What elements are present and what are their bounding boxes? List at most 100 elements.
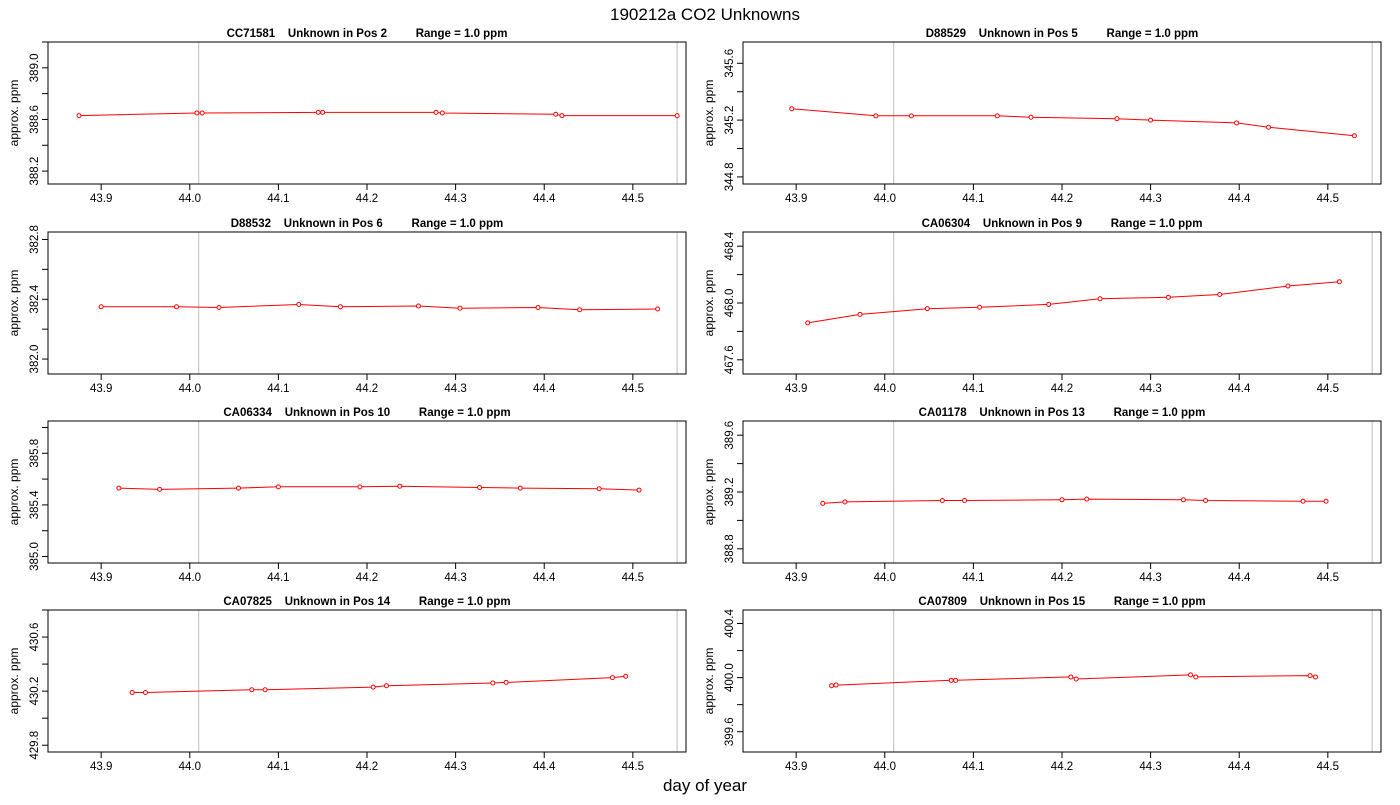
data-point	[199, 110, 205, 116]
y-tick-label: 400.4	[724, 609, 736, 638]
y-tick-label: 385.0	[29, 542, 41, 571]
x-tick-label: 44.0	[874, 383, 896, 395]
data-point	[1203, 498, 1209, 504]
x-tick-label: 44.3	[1139, 761, 1161, 773]
data-point	[1114, 116, 1120, 122]
x-tick-label: 44.3	[444, 193, 466, 205]
data-point	[842, 499, 848, 505]
y-axis-label: approx. ppm	[702, 80, 716, 147]
data-point	[1285, 283, 1291, 289]
x-tick-label: 44.4	[533, 193, 556, 205]
x-tick-label: 44.1	[962, 572, 984, 584]
data-point	[216, 304, 222, 310]
x-tick-label: 44.5	[1317, 193, 1339, 205]
x-tick-label: 44.1	[267, 383, 289, 395]
data-point	[655, 306, 661, 312]
data-point	[1046, 301, 1052, 307]
data-point	[1148, 117, 1154, 123]
data-point	[553, 111, 559, 117]
x-tick-label: 44.4	[533, 383, 556, 395]
x-tick-label: 44.4	[533, 761, 556, 773]
y-tick-label: 467.6	[724, 345, 736, 374]
y-tick-label: 345.6	[724, 49, 736, 78]
series-line	[118, 485, 640, 491]
data-point	[157, 486, 163, 492]
y-axis-label: approx. ppm	[7, 648, 21, 715]
data-point	[236, 485, 242, 491]
x-tick-label: 44.0	[179, 383, 201, 395]
data-point	[320, 109, 326, 115]
x-tick-label: 44.4	[1228, 193, 1251, 205]
x-tick-label: 44.4	[1228, 572, 1251, 584]
data-point	[674, 113, 680, 119]
plot-frame	[742, 609, 1382, 753]
data-point	[1165, 294, 1171, 300]
y-tick-label: 382.0	[29, 345, 41, 374]
panel-3: D88532 Unknown in Pos 6 Range = 1.0 ppm a…	[7, 218, 687, 395]
data-point	[1351, 133, 1357, 139]
data-point	[857, 311, 863, 317]
x-tick-label: 44.3	[1139, 193, 1161, 205]
panel-1: CC71581 Unknown in Pos 2 Range = 1.0 ppm…	[7, 28, 687, 205]
data-point	[1336, 279, 1342, 285]
panel-title: CC71581 Unknown in Pos 2 Range = 1.0 ppm	[227, 28, 508, 40]
data-point	[129, 689, 135, 695]
y-tick-label: 430.2	[29, 677, 41, 706]
x-tick-label: 44.0	[874, 193, 896, 205]
x-tick-label: 44.5	[622, 761, 644, 773]
x-tick-label: 44.0	[179, 572, 201, 584]
data-point	[194, 110, 200, 116]
data-point	[337, 304, 343, 310]
data-point	[397, 483, 403, 489]
data-point	[1312, 674, 1318, 680]
data-point	[296, 301, 302, 307]
y-tick-label: 430.6	[29, 623, 41, 652]
data-point	[977, 304, 983, 310]
data-point	[873, 113, 879, 119]
x-tick-label: 44.1	[267, 193, 289, 205]
y-tick-label: 385.8	[29, 439, 41, 468]
x-tick-label: 44.5	[622, 383, 644, 395]
x-tick-label: 44.2	[1051, 761, 1073, 773]
x-tick-label: 44.0	[179, 761, 201, 773]
x-tick-label: 44.2	[356, 572, 378, 584]
x-tick-label: 44.2	[1051, 572, 1073, 584]
y-tick-label: 389.0	[29, 53, 41, 82]
data-point	[1084, 496, 1090, 502]
y-tick-label: 385.4	[29, 490, 41, 519]
y-tick-label: 388.8	[724, 534, 736, 563]
x-tick-label: 44.1	[267, 761, 289, 773]
y-tick-label: 389.2	[724, 478, 736, 507]
data-point	[833, 682, 839, 688]
data-point	[477, 484, 483, 490]
data-point	[623, 673, 629, 679]
panel-4: CA06304 Unknown in Pos 9 Range = 1.0 ppm…	[702, 218, 1382, 395]
y-tick-label: 389.6	[724, 421, 736, 450]
plot-frame	[47, 231, 687, 375]
x-tick-label: 43.9	[90, 193, 112, 205]
data-point	[76, 113, 82, 119]
x-tick-label: 44.0	[179, 193, 201, 205]
data-point	[829, 683, 835, 689]
data-point	[457, 305, 463, 311]
y-tick-label: 388.6	[29, 105, 41, 134]
panel-title: CA06334 Unknown in Pos 10 Range = 1.0 pp…	[223, 407, 510, 419]
panel-6: CA01178 Unknown in Pos 13 Range = 1.0 pp…	[702, 407, 1382, 584]
data-point	[789, 106, 795, 112]
data-point	[249, 687, 255, 693]
data-point	[490, 680, 496, 686]
data-point	[596, 486, 602, 492]
x-tick-label: 44.3	[1139, 383, 1161, 395]
data-point	[609, 675, 615, 681]
data-point	[1217, 291, 1223, 297]
panel-title: CA06304 Unknown in Pos 9 Range = 1.0 ppm	[922, 218, 1203, 230]
y-axis-label: approx. ppm	[702, 648, 716, 715]
plot-frame	[47, 609, 687, 753]
figure-title: 190212a CO2 Unknowns	[610, 5, 800, 24]
panels-group: CC71581 Unknown in Pos 2 Range = 1.0 ppm…	[7, 28, 1382, 773]
plot-frame	[47, 41, 687, 185]
x-tick-label: 44.4	[1228, 383, 1251, 395]
data-point	[357, 484, 363, 490]
x-tick-label: 43.9	[785, 383, 807, 395]
data-point	[173, 304, 179, 310]
